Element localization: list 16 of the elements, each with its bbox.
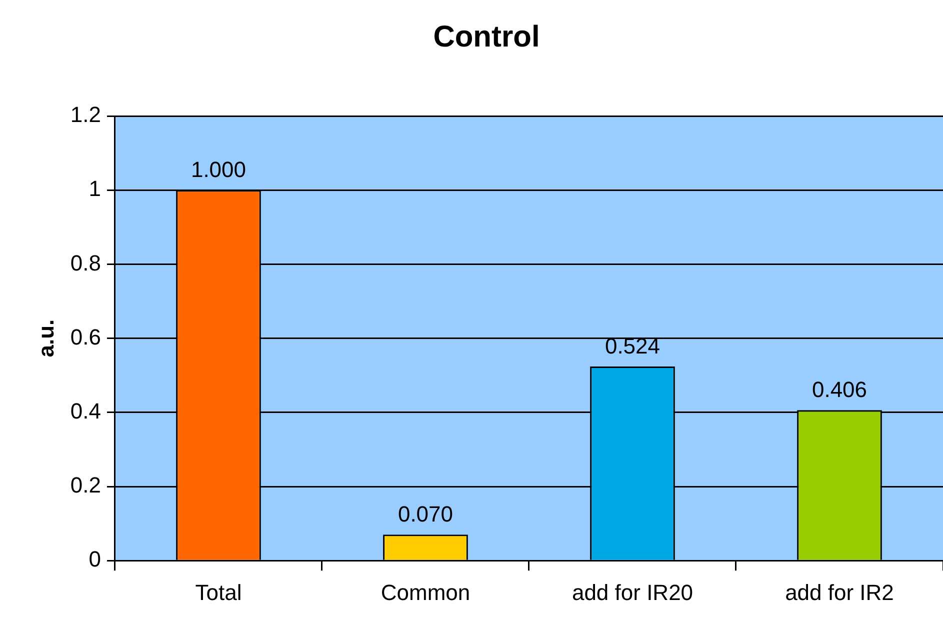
y-tick-label: 1.2 (70, 102, 101, 128)
y-tick-label: 0.8 (70, 250, 101, 276)
y-tick-label: 0.6 (70, 324, 101, 350)
chart-title: Control (433, 20, 540, 54)
x-tick-label: Total (195, 580, 242, 605)
data-label: 0.070 (398, 502, 454, 527)
x-tick-label: add for IR2 (785, 580, 894, 605)
y-tick-label: 0.2 (70, 472, 101, 498)
data-label: 1.000 (190, 157, 246, 182)
y-tick-label: 1 (88, 176, 101, 202)
x-tick-label: Common (380, 580, 470, 605)
x-tick-label: add for IR20 (572, 580, 694, 605)
y-tick-label: 0 (88, 546, 101, 572)
y-axis-title: a.u. (33, 319, 58, 358)
y-tick-label: 0.4 (70, 398, 101, 424)
data-label: 0.406 (812, 377, 868, 402)
